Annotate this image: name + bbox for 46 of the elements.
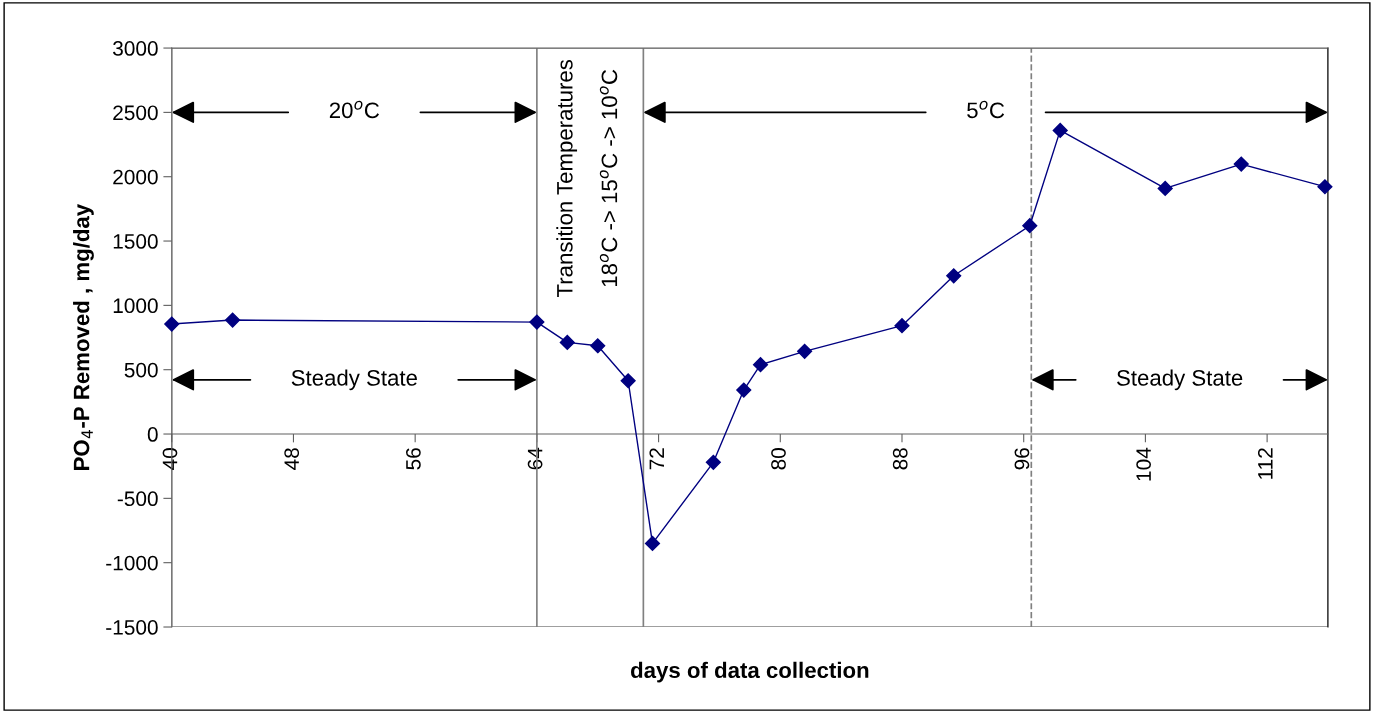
y-axis-title: PO$_{4}$-P Removed , mg/day bbox=[73, 203, 94, 470]
point bbox=[644, 535, 661, 551]
point bbox=[752, 357, 769, 373]
x-tick-label: 56 bbox=[406, 448, 421, 470]
point bbox=[225, 312, 241, 328]
y-tick-label: 3000 bbox=[113, 41, 158, 56]
point bbox=[1233, 156, 1249, 172]
point bbox=[1157, 180, 1173, 196]
y-tick-label: -500 bbox=[117, 491, 158, 507]
point bbox=[590, 338, 606, 354]
x-tick-label: 112 bbox=[1257, 448, 1273, 479]
y-tick-label: 1000 bbox=[113, 298, 158, 314]
x-tick-label: 48 bbox=[284, 448, 300, 470]
annotation: 18$^{o}$C -> 15$^{o}$C -> 10$^{o}$C bbox=[599, 69, 618, 287]
annotation: Steady State bbox=[1117, 369, 1243, 391]
x-tick-label: 72 bbox=[649, 448, 664, 470]
x-tick-label: 88 bbox=[892, 448, 908, 470]
x-tick-label: 104 bbox=[1136, 447, 1151, 481]
y-tick-label: -1000 bbox=[106, 555, 158, 571]
x-tick-label: 96 bbox=[1014, 448, 1030, 470]
y-tick-label: 2500 bbox=[113, 105, 158, 121]
annotation: 20$^{o}$C bbox=[329, 100, 380, 119]
point bbox=[559, 334, 575, 350]
point bbox=[736, 382, 752, 398]
point bbox=[529, 314, 545, 330]
annotation: Steady State bbox=[291, 369, 417, 391]
point bbox=[1052, 122, 1068, 138]
annotation: 5$^{o}$C bbox=[967, 100, 1005, 119]
y-tick-label: 500 bbox=[124, 362, 158, 378]
y-tick-label: 2000 bbox=[113, 169, 158, 185]
x-tick-label: 80 bbox=[771, 448, 786, 470]
point bbox=[705, 454, 721, 470]
point bbox=[894, 318, 910, 334]
annotation: Transition Temperatures bbox=[556, 59, 578, 297]
y-tick-label: -1500 bbox=[106, 620, 158, 635]
point bbox=[797, 343, 813, 359]
point bbox=[164, 316, 180, 332]
x-axis-title: days of data collection bbox=[631, 661, 869, 683]
y-tick-label: 1500 bbox=[113, 234, 158, 249]
point bbox=[1317, 179, 1333, 195]
x-tick-label: 40 bbox=[162, 448, 178, 470]
point bbox=[1022, 218, 1038, 234]
point bbox=[620, 373, 636, 389]
x-tick-label: 64 bbox=[527, 447, 543, 470]
point bbox=[946, 268, 962, 284]
y-tick-label: 0 bbox=[147, 427, 158, 442]
